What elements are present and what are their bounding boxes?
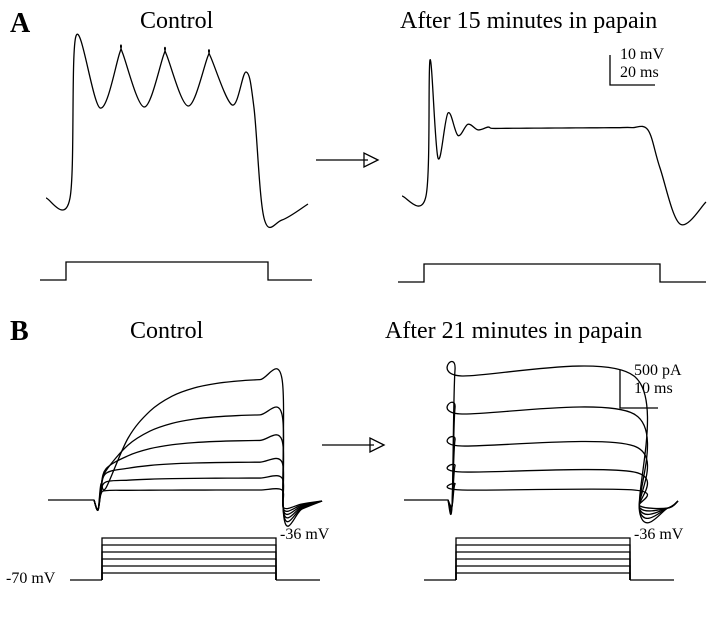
scalebar-B-hlabel: 10 ms	[634, 380, 673, 398]
scalebar-A-hlabel: 20 ms	[620, 64, 659, 82]
scalebar-A-vlabel: 10 mV	[620, 46, 664, 64]
stim-B-left-toplabel: -36 mV	[280, 526, 329, 544]
stim-B-right-toplabel: -36 mV	[634, 526, 683, 544]
figure-svg	[0, 0, 720, 626]
scalebar-B-vlabel: 500 pA	[634, 362, 682, 380]
stim-B-left-baselabel: -70 mV	[6, 570, 55, 588]
